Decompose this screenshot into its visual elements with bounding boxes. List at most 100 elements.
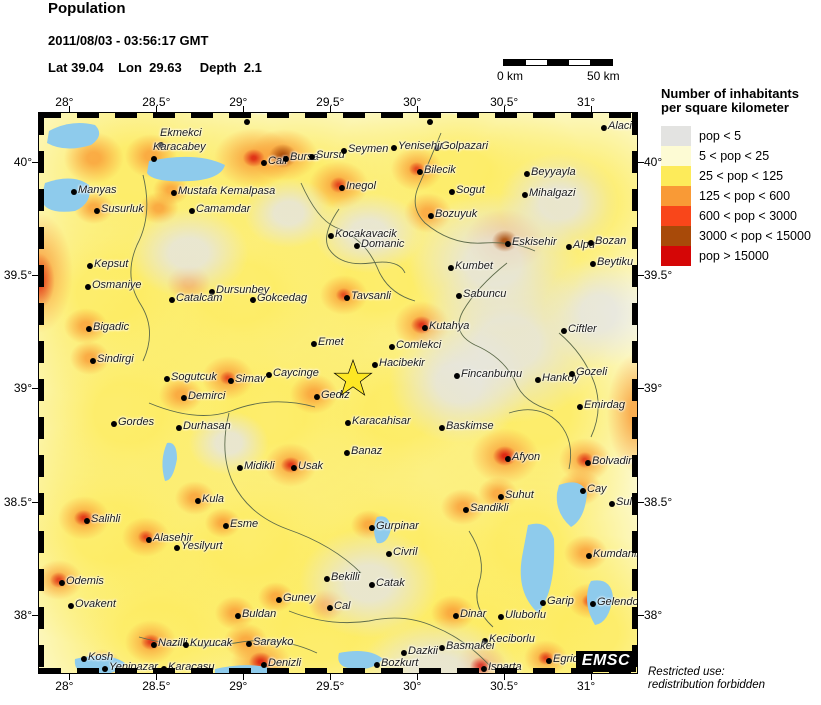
city-label: Hacibekir <box>379 357 425 369</box>
border-dash-top <box>457 113 479 118</box>
city-dot-icon <box>427 119 433 125</box>
legend-swatch <box>661 166 691 186</box>
city-label: Dazkii <box>408 645 438 657</box>
city-label: Esme <box>230 518 259 530</box>
border-dash-left <box>39 607 44 629</box>
border-dash-top <box>153 113 175 118</box>
lake <box>41 178 90 212</box>
city-dot-icon <box>344 450 350 456</box>
hydrography-layer <box>41 123 613 673</box>
city-dot-icon <box>291 465 297 471</box>
city-dot-icon <box>169 297 175 303</box>
city-label: Sandikli <box>470 502 509 514</box>
city-dot-icon <box>354 243 360 249</box>
border-dash-left <box>39 265 44 287</box>
city-label: Beytiku <box>597 256 634 268</box>
city-dot-icon <box>439 425 445 431</box>
city-label: Uluborlu <box>505 609 546 621</box>
lon-tick-mark <box>330 674 332 680</box>
border-dash-bottom <box>495 668 517 673</box>
map-canvas[interactable]: EkmekciMudanyaOsmaneliGolpazariAlacikKar… <box>39 113 637 673</box>
legend-swatch <box>661 146 691 166</box>
scale-label-end: 50 km <box>587 69 620 83</box>
city-dot-icon <box>244 119 250 125</box>
lon-tick-mark <box>417 674 419 680</box>
city-label: Afyon <box>512 451 541 463</box>
city-label: Sursu <box>316 149 345 161</box>
city-label: Emet <box>318 336 344 348</box>
map-container[interactable]: EkmekciMudanyaOsmaneliGolpazariAlacikKar… <box>38 112 638 674</box>
legend-row: pop > 15000 <box>661 246 821 266</box>
lake <box>587 580 613 625</box>
border-dash-bottom <box>305 668 327 673</box>
border-dash-top <box>533 113 555 118</box>
lon-tick-mark <box>69 674 71 680</box>
city-label: Ovakent <box>75 598 116 610</box>
scale-seg <box>590 60 612 65</box>
city-dot-icon <box>85 284 91 290</box>
city-dot-icon <box>181 395 187 401</box>
lon-tick-mark <box>243 674 245 680</box>
lat-tick-label: 38.5° <box>3 494 32 509</box>
lon-tick-label: 28.5° <box>142 95 171 109</box>
city-label: Caycinge <box>273 367 319 379</box>
lon-tick-label: 30° <box>403 95 422 109</box>
lat-tick-mark <box>32 501 38 503</box>
border-dash-right <box>632 607 637 629</box>
city-dot-icon <box>540 600 546 606</box>
city-label: Eskisehir <box>512 236 557 248</box>
city-label: Bozan <box>595 235 627 247</box>
city-label: Golpazari <box>441 140 489 152</box>
city-label: Osmaniye <box>92 279 142 291</box>
city-dot-icon <box>422 325 428 331</box>
city-dot-icon <box>481 666 487 672</box>
city-label: Odemis <box>66 575 104 587</box>
page-title: Population <box>48 0 126 17</box>
emsc-logo-text: EMSC <box>581 652 630 669</box>
city-label: Dursunbey <box>216 284 270 296</box>
lat-tick-mark <box>32 615 38 617</box>
border-dash-right <box>632 493 637 515</box>
epicenter-star-icon[interactable] <box>333 359 373 399</box>
city-label: Suhut <box>505 489 534 501</box>
city-dot-icon <box>588 240 594 246</box>
restricted-line1: Restricted use: <box>648 666 725 678</box>
lon-tick-mark <box>504 674 506 680</box>
city-dot-icon <box>369 582 375 588</box>
city-dot-icon <box>261 662 267 668</box>
city-dot-icon <box>449 189 455 195</box>
border-dash-left <box>39 569 44 591</box>
city-dot-icon <box>235 613 241 619</box>
city-label: Beyyayla <box>531 166 576 178</box>
city-label: Civril <box>393 546 418 558</box>
city-dot-icon <box>276 597 282 603</box>
border-dash-right <box>632 189 637 211</box>
city-label: Bozkurt <box>381 657 419 669</box>
city-label: Gelendost <box>597 596 637 608</box>
scale-seg <box>568 60 591 65</box>
city-dot-icon <box>374 662 380 668</box>
lat-tick-mark <box>32 275 38 277</box>
city-label: Seymen <box>348 143 389 155</box>
city-label: Kumbet <box>455 260 493 272</box>
border-dash-top <box>495 113 517 118</box>
city-dot-icon <box>417 169 423 175</box>
city-dot-icon <box>601 125 607 131</box>
scale-seg <box>504 60 526 65</box>
border-dash-top <box>229 113 251 118</box>
city-label: Garip <box>547 595 574 607</box>
city-label: Sogutcuk <box>171 371 217 383</box>
city-label: Ciftler <box>568 323 597 335</box>
lon-tick-label: 30° <box>403 679 422 693</box>
border-dash-right <box>632 531 637 553</box>
border-dash-bottom <box>381 668 403 673</box>
city-dot-icon <box>524 171 530 177</box>
restricted-use-note: Restricted use: redistribution forbidden <box>648 666 765 692</box>
city-label: Ekmekci <box>160 127 202 139</box>
border-dash-top <box>609 113 631 118</box>
city-dot-icon <box>389 344 395 350</box>
border-dash-bottom <box>457 668 479 673</box>
border-dash-bottom <box>267 668 289 673</box>
city-dot-icon <box>146 537 152 543</box>
city-dot-icon <box>463 507 469 513</box>
